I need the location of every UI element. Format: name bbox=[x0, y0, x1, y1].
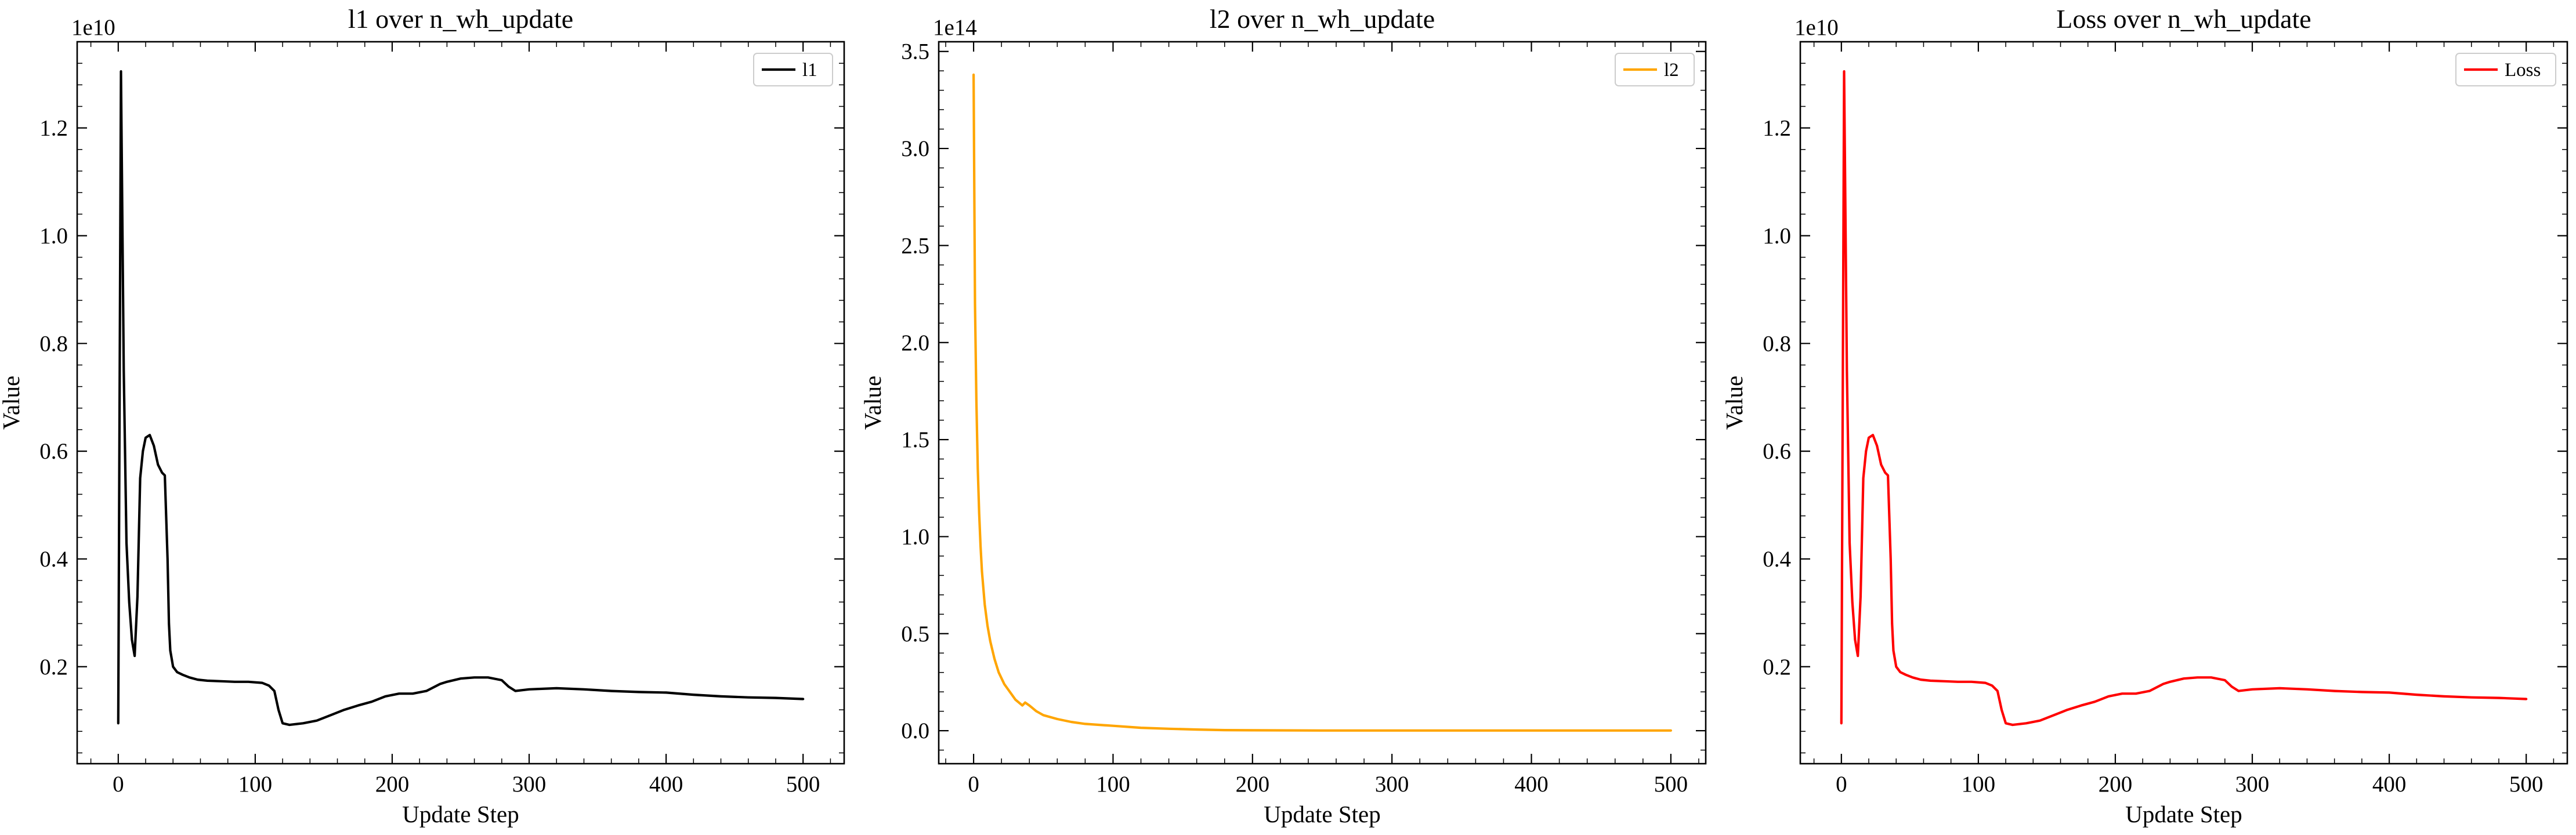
y-tick-label: 3.0 bbox=[901, 136, 929, 161]
y-tick-label: 0.8 bbox=[1763, 331, 1791, 356]
y-tick-label: 2.0 bbox=[901, 331, 929, 355]
y-axis-label: Value bbox=[0, 376, 24, 430]
y-tick-label: 0.2 bbox=[39, 655, 68, 680]
chart-panel-2: 0 100 200 300 400 500 0.0 0.5 1.0 1.5 2.0 2.5 3.0 3.5… bbox=[859, 4, 1707, 827]
y-tick-label: 0.5 bbox=[901, 622, 929, 647]
legend-label: Loss bbox=[2505, 60, 2541, 81]
x-tick-label: 100 bbox=[238, 772, 273, 797]
x-tick-label: 500 bbox=[786, 772, 820, 797]
y-tick-label: 0.6 bbox=[1763, 439, 1791, 464]
x-tick-label: 100 bbox=[1962, 772, 1996, 797]
x-tick-label: 300 bbox=[512, 772, 547, 797]
y-tick-label: 1.2 bbox=[1763, 116, 1791, 141]
y-axis-label: Value bbox=[859, 376, 886, 430]
chart-title: l1 over n_wh_update bbox=[348, 4, 573, 34]
legend: l1 bbox=[753, 53, 833, 86]
legend-box bbox=[2455, 53, 2556, 86]
series-line-l1 bbox=[117, 70, 805, 727]
series-line-Loss bbox=[1840, 70, 2528, 727]
x-tick-label: 500 bbox=[2509, 772, 2544, 797]
x-tick-label: 0 bbox=[1836, 772, 1847, 797]
x-axis-label: Update Step bbox=[2125, 801, 2242, 827]
y-tick-label: 1.2 bbox=[39, 116, 68, 141]
x-tick-label: 300 bbox=[1375, 772, 1409, 797]
x-tick-label: 200 bbox=[2099, 772, 2133, 797]
x-tick-label: 0 bbox=[968, 772, 979, 797]
chart-title: l2 over n_wh_update bbox=[1210, 4, 1435, 34]
y-tick-label: 0.4 bbox=[1763, 547, 1791, 572]
y-tick-label: 1.0 bbox=[901, 524, 929, 549]
x-tick-label: 400 bbox=[2372, 772, 2407, 797]
chart-panel-3: 0 100 200 300 400 500 0.2 0.4 0.6 0.8 1.0 1.2 Loss o… bbox=[1721, 4, 2568, 827]
x-tick-label: 200 bbox=[1236, 772, 1270, 797]
y-tick-label: 3.5 bbox=[901, 39, 929, 64]
y-offset-text: 1e10 bbox=[71, 15, 115, 40]
x-tick-label: 100 bbox=[1096, 772, 1130, 797]
legend-label: l2 bbox=[1664, 60, 1679, 81]
y-offset-text: 1e14 bbox=[933, 15, 977, 40]
y-tick-label: 1.0 bbox=[39, 223, 68, 248]
chart-panel-1: 0 100 200 300 400 500 0.2 0.4 0.6 0.8 1.0 1.2 l1 ove… bbox=[0, 4, 845, 827]
y-tick-label: 2.5 bbox=[901, 233, 929, 258]
plot-frame bbox=[1799, 41, 2568, 765]
x-tick-label: 0 bbox=[113, 772, 124, 797]
plot-frame bbox=[76, 41, 845, 765]
x-axis-label: Update Step bbox=[1264, 801, 1381, 827]
y-tick-label: 0.0 bbox=[901, 718, 929, 743]
x-tick-label: 400 bbox=[1514, 772, 1549, 797]
y-offset-text: 1e10 bbox=[1794, 15, 1839, 40]
y-axis-label: Value bbox=[1721, 376, 1748, 430]
x-tick-label: 200 bbox=[375, 772, 410, 797]
y-tick-label: 0.2 bbox=[1763, 655, 1791, 680]
y-tick-label: 0.4 bbox=[39, 547, 68, 572]
x-tick-label: 500 bbox=[1654, 772, 1688, 797]
series-line-l2 bbox=[972, 73, 1672, 732]
x-tick-label: 300 bbox=[2235, 772, 2270, 797]
legend: Loss bbox=[2455, 53, 2556, 86]
y-tick-label: 1.0 bbox=[1763, 223, 1791, 248]
legend-label: l1 bbox=[802, 60, 817, 81]
y-tick-label: 0.6 bbox=[39, 439, 68, 464]
chart-title: Loss over n_wh_update bbox=[2056, 4, 2311, 34]
x-tick-label: 400 bbox=[649, 772, 683, 797]
legend: l2 bbox=[1615, 53, 1695, 86]
plot-frame bbox=[938, 41, 1707, 765]
x-axis-label: Update Step bbox=[402, 801, 519, 827]
y-tick-label: 0.8 bbox=[39, 331, 68, 356]
y-tick-label: 1.5 bbox=[901, 427, 929, 452]
